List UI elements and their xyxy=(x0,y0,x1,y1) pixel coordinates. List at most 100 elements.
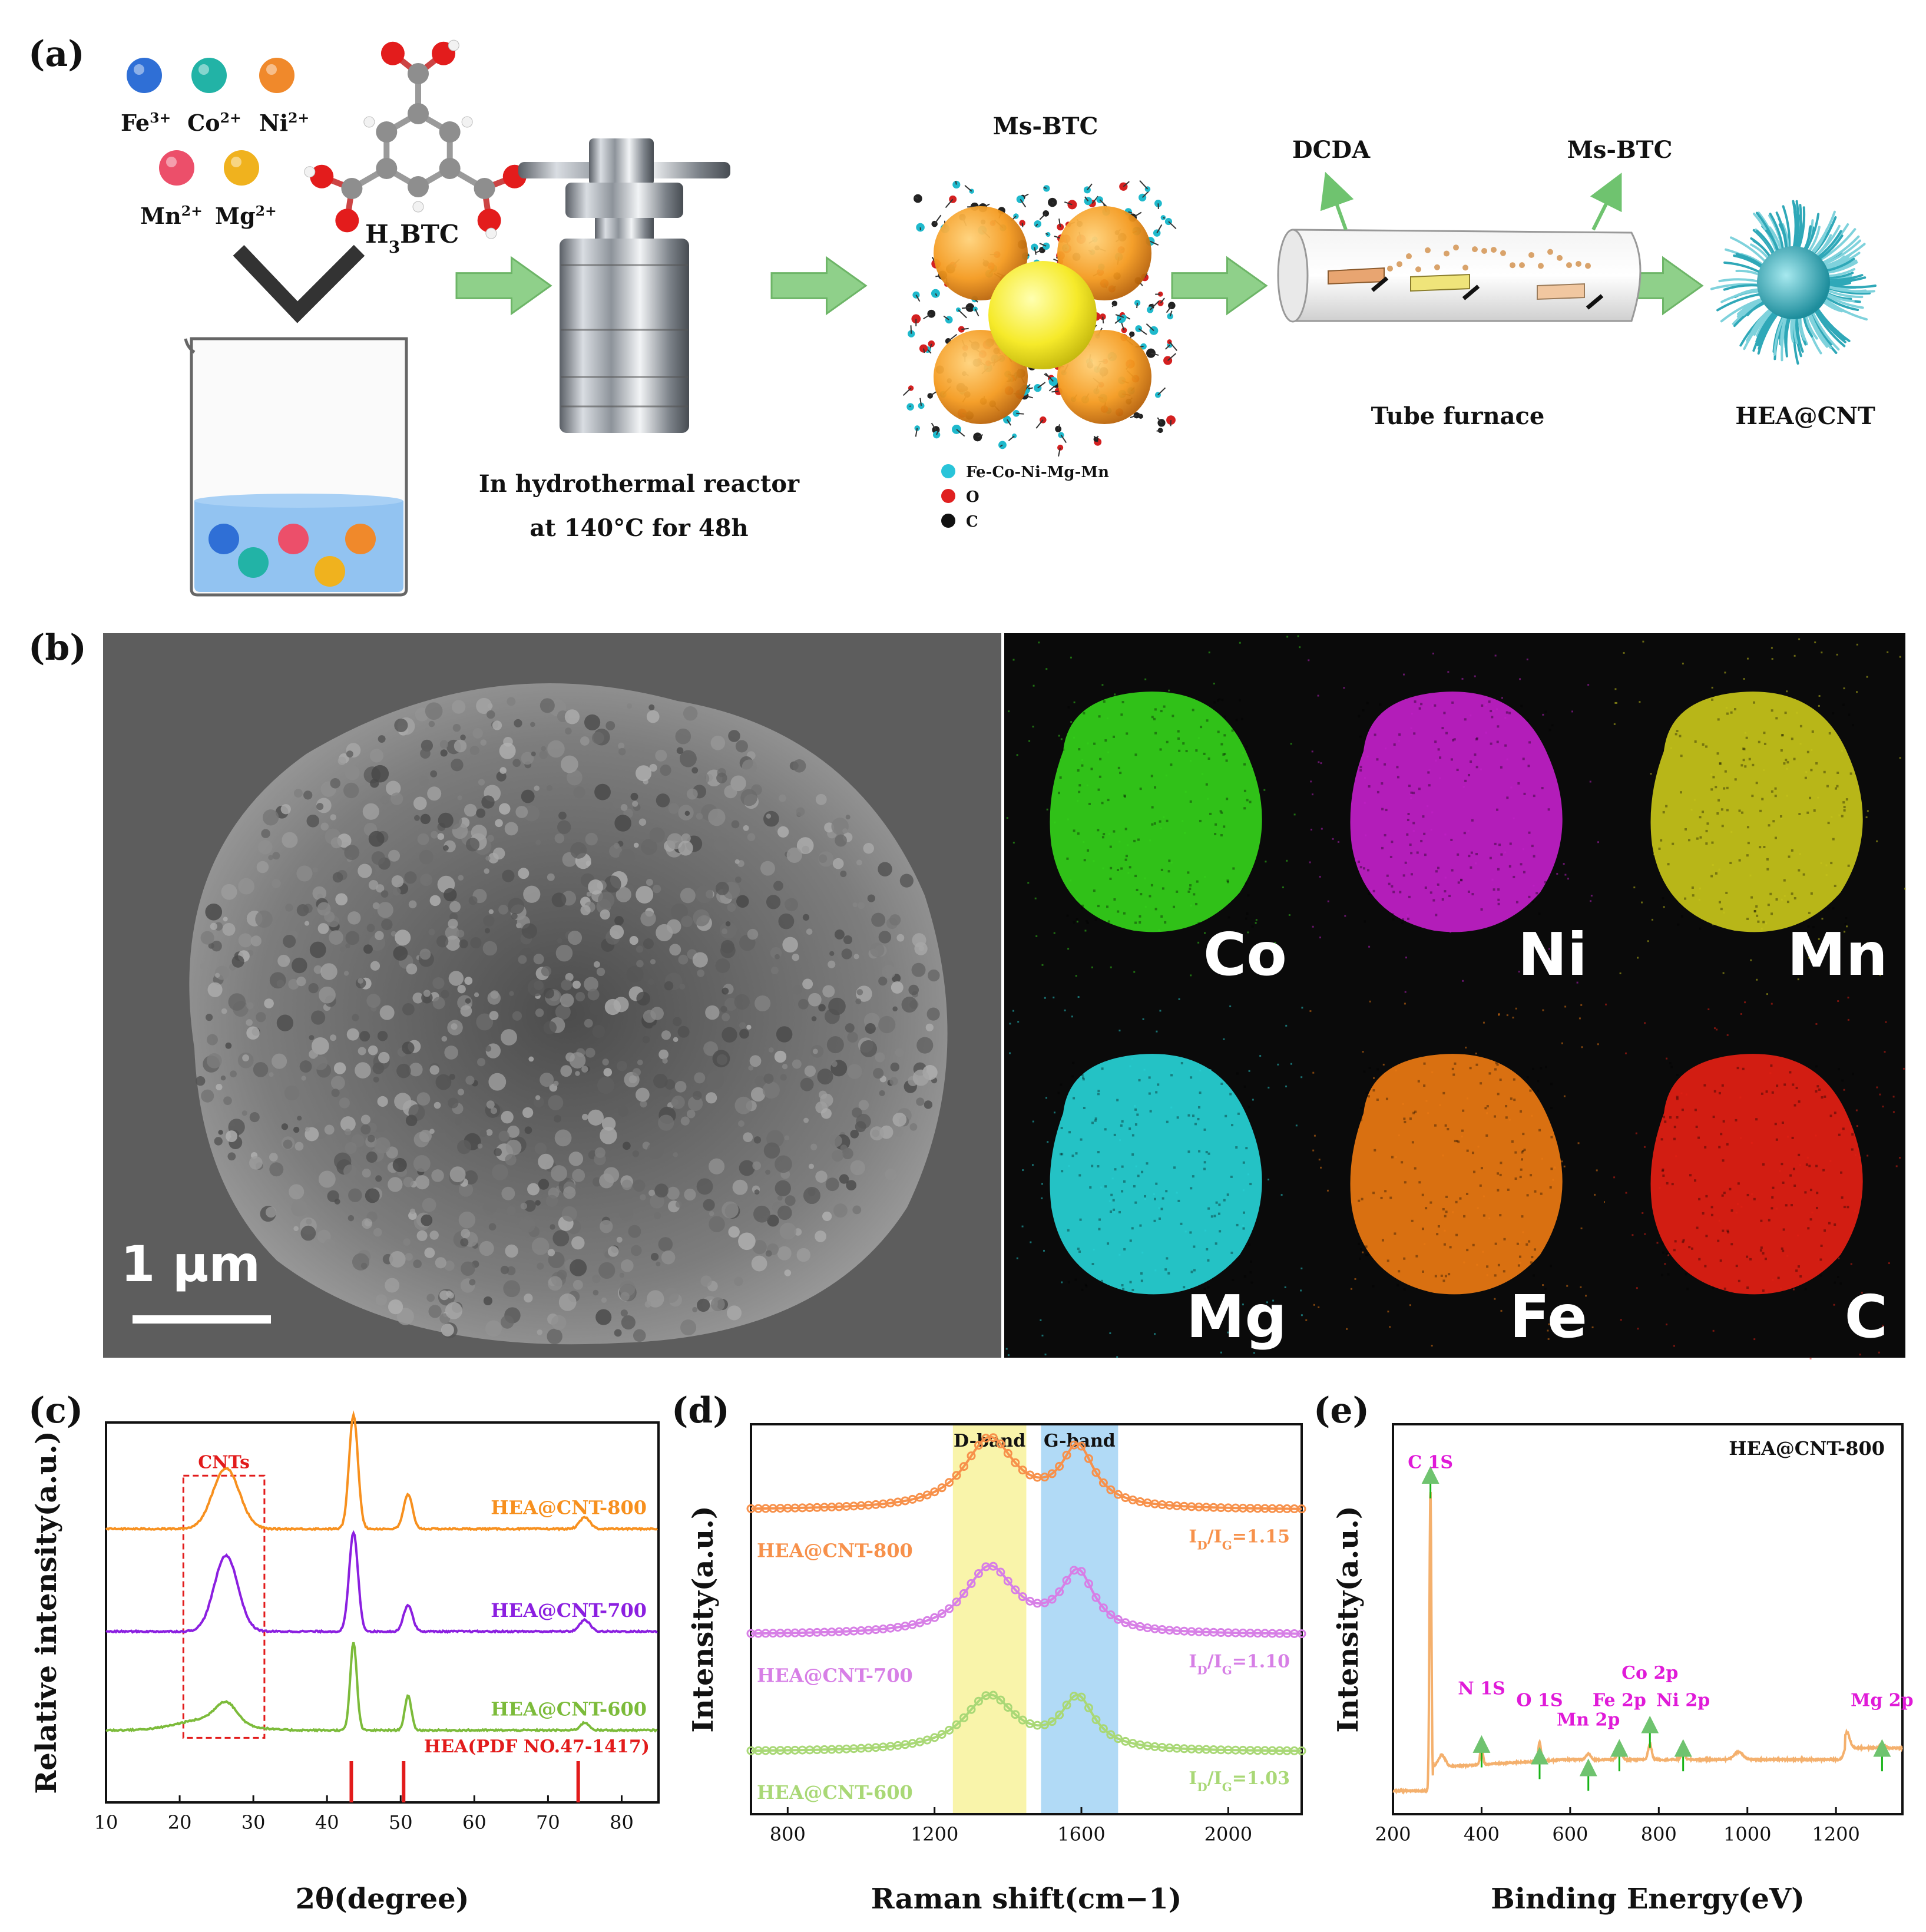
sem-grain xyxy=(312,867,318,873)
sem-grain xyxy=(893,1127,904,1137)
eds-texture-dot xyxy=(1504,744,1507,747)
sem-grain xyxy=(780,1074,787,1081)
eds-texture-dot xyxy=(1537,1080,1540,1083)
eds-noise-dot xyxy=(1168,689,1170,692)
sem-grain xyxy=(288,978,299,990)
sem-grain xyxy=(892,1112,907,1127)
mof-bond xyxy=(931,422,936,431)
sem-grain xyxy=(402,1041,415,1054)
eds-noise-dot xyxy=(1547,1338,1550,1340)
eds-noise-dot xyxy=(1682,663,1684,665)
eds-texture-dot xyxy=(1746,1286,1749,1289)
sem-grain xyxy=(693,909,710,927)
sem-grain xyxy=(385,1278,400,1293)
eds-texture-dot xyxy=(1060,1153,1063,1156)
sem-grain xyxy=(343,782,359,799)
sem-grain xyxy=(852,1205,862,1215)
eds-texture-dot xyxy=(1151,716,1154,719)
sem-grain xyxy=(528,1056,534,1062)
eds-noise-dot xyxy=(1904,888,1906,890)
sem-grain xyxy=(320,822,329,831)
eds-texture-dot xyxy=(1166,1120,1169,1123)
eds-noise-dot xyxy=(1746,657,1749,660)
sem-grain xyxy=(803,1117,809,1123)
eds-noise-dot xyxy=(1387,1311,1389,1313)
eds-noise-dot xyxy=(1571,710,1573,713)
sem-grain xyxy=(316,803,324,810)
eds-texture-dot xyxy=(1779,815,1782,818)
eds-texture-dot xyxy=(1706,822,1709,825)
sem-grain xyxy=(778,913,795,929)
sem-grain xyxy=(925,1023,934,1031)
eds-texture-dot xyxy=(1711,698,1714,701)
sem-grain xyxy=(428,928,435,935)
eds-texture-dot xyxy=(1116,1099,1119,1101)
mof-atom xyxy=(945,316,953,324)
sem-grain xyxy=(666,1186,680,1200)
sem-grain xyxy=(305,1127,310,1132)
eds-texture-dot xyxy=(1214,823,1217,826)
eds-noise-dot xyxy=(1887,651,1889,653)
eds-texture-dot xyxy=(1230,1251,1233,1254)
xrd-x-axis-label: 2θ(degree) xyxy=(296,1883,469,1916)
sem-grain xyxy=(565,972,574,981)
eds-texture-dot xyxy=(1774,836,1777,839)
eds-texture-dot xyxy=(1828,732,1831,735)
eds-texture-dot xyxy=(1461,1129,1464,1132)
eds-noise-dot xyxy=(1447,671,1450,673)
eds-noise-dot xyxy=(1265,1332,1267,1334)
ratio-d: D xyxy=(1197,1663,1207,1677)
eds-noise-dot xyxy=(1844,931,1846,933)
eds-texture-dot xyxy=(1834,1111,1836,1114)
sem-grain xyxy=(535,1008,544,1017)
sem-grain xyxy=(222,922,236,936)
eds-texture-dot xyxy=(1136,888,1139,891)
eds-noise-dot xyxy=(1229,1005,1232,1008)
eds-texture-dot xyxy=(1716,812,1719,815)
eds-noise-dot xyxy=(1318,761,1320,763)
eds-noise-dot xyxy=(1888,1262,1890,1265)
sem-grain xyxy=(547,873,555,881)
sem-grain xyxy=(216,1083,223,1091)
eds-texture-dot xyxy=(1544,1066,1547,1068)
sem-grain xyxy=(818,851,834,867)
eds-texture-dot xyxy=(1795,1269,1798,1272)
eds-texture-dot xyxy=(1376,1099,1379,1101)
x-tick-label: 800 xyxy=(1641,1823,1677,1845)
mof-bond xyxy=(964,185,972,192)
sem-grain xyxy=(470,937,482,949)
sem-grain xyxy=(308,982,319,994)
eds-texture-dot xyxy=(1527,765,1530,767)
eds-texture-dot xyxy=(1457,1140,1460,1143)
eds-texture-dot xyxy=(1484,1107,1487,1110)
mof-boat xyxy=(1410,273,1470,292)
eds-texture-dot xyxy=(1114,1168,1117,1171)
eds-texture-dot xyxy=(1161,887,1164,890)
sem-grain xyxy=(926,1007,940,1021)
solution-ion xyxy=(238,547,269,578)
eds-texture-dot xyxy=(1144,1195,1147,1197)
eds-texture-dot xyxy=(1131,1153,1134,1156)
eds-noise-dot xyxy=(1712,923,1714,925)
x-tick-label: 60 xyxy=(462,1811,487,1834)
eds-texture-dot xyxy=(1407,813,1410,816)
eds-texture-dot xyxy=(1746,918,1749,921)
sem-grain xyxy=(454,1117,462,1126)
eds-noise-dot xyxy=(1369,1000,1371,1003)
sem-grain xyxy=(371,851,385,865)
mof-bond xyxy=(915,428,918,437)
eds-texture-dot xyxy=(1742,759,1745,762)
ratio-g: G xyxy=(1222,1780,1232,1794)
eds-texture-dot xyxy=(1740,764,1743,767)
sem-grain xyxy=(586,891,592,897)
sem-grain xyxy=(330,778,340,789)
sem-grain xyxy=(499,742,516,759)
eds-noise-dot xyxy=(1110,966,1112,968)
eds-texture-dot xyxy=(1119,772,1122,775)
eds-texture-dot xyxy=(1435,870,1438,873)
eds-texture-dot xyxy=(1690,1247,1693,1250)
eds-noise-dot xyxy=(1625,1192,1627,1194)
eds-texture-dot xyxy=(1178,749,1181,752)
sem-grain xyxy=(296,977,306,987)
eds-texture-dot xyxy=(1673,1137,1676,1140)
